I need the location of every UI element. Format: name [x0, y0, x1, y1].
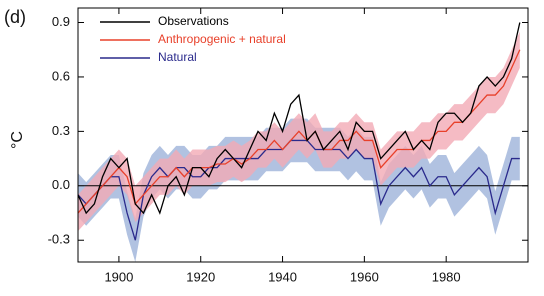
y-tick-label: 0.9 [52, 14, 70, 29]
legend-label: Natural [158, 50, 197, 64]
y-tick-label: 0.3 [52, 123, 70, 138]
plot-frame [77, 7, 529, 263]
x-tick-label: 1960 [350, 269, 379, 284]
y-tick-label: 0.6 [52, 68, 70, 83]
y-axis-label: °C [9, 131, 26, 149]
panel-label: (d) [4, 7, 26, 27]
legend-label: Anthropogenic + natural [158, 32, 286, 46]
x-tick-label: 1900 [104, 269, 133, 284]
series-line [77, 139, 520, 241]
y-tick-label: 0.0 [52, 177, 70, 192]
x-tick-label: 1940 [268, 269, 297, 284]
series-line [77, 49, 521, 214]
series-line [77, 22, 521, 215]
legend-label: Observations [158, 14, 229, 28]
x-tick-label: 1980 [432, 269, 461, 284]
x-tick-label: 1920 [186, 269, 215, 284]
y-tick-label: -0.3 [48, 232, 70, 247]
